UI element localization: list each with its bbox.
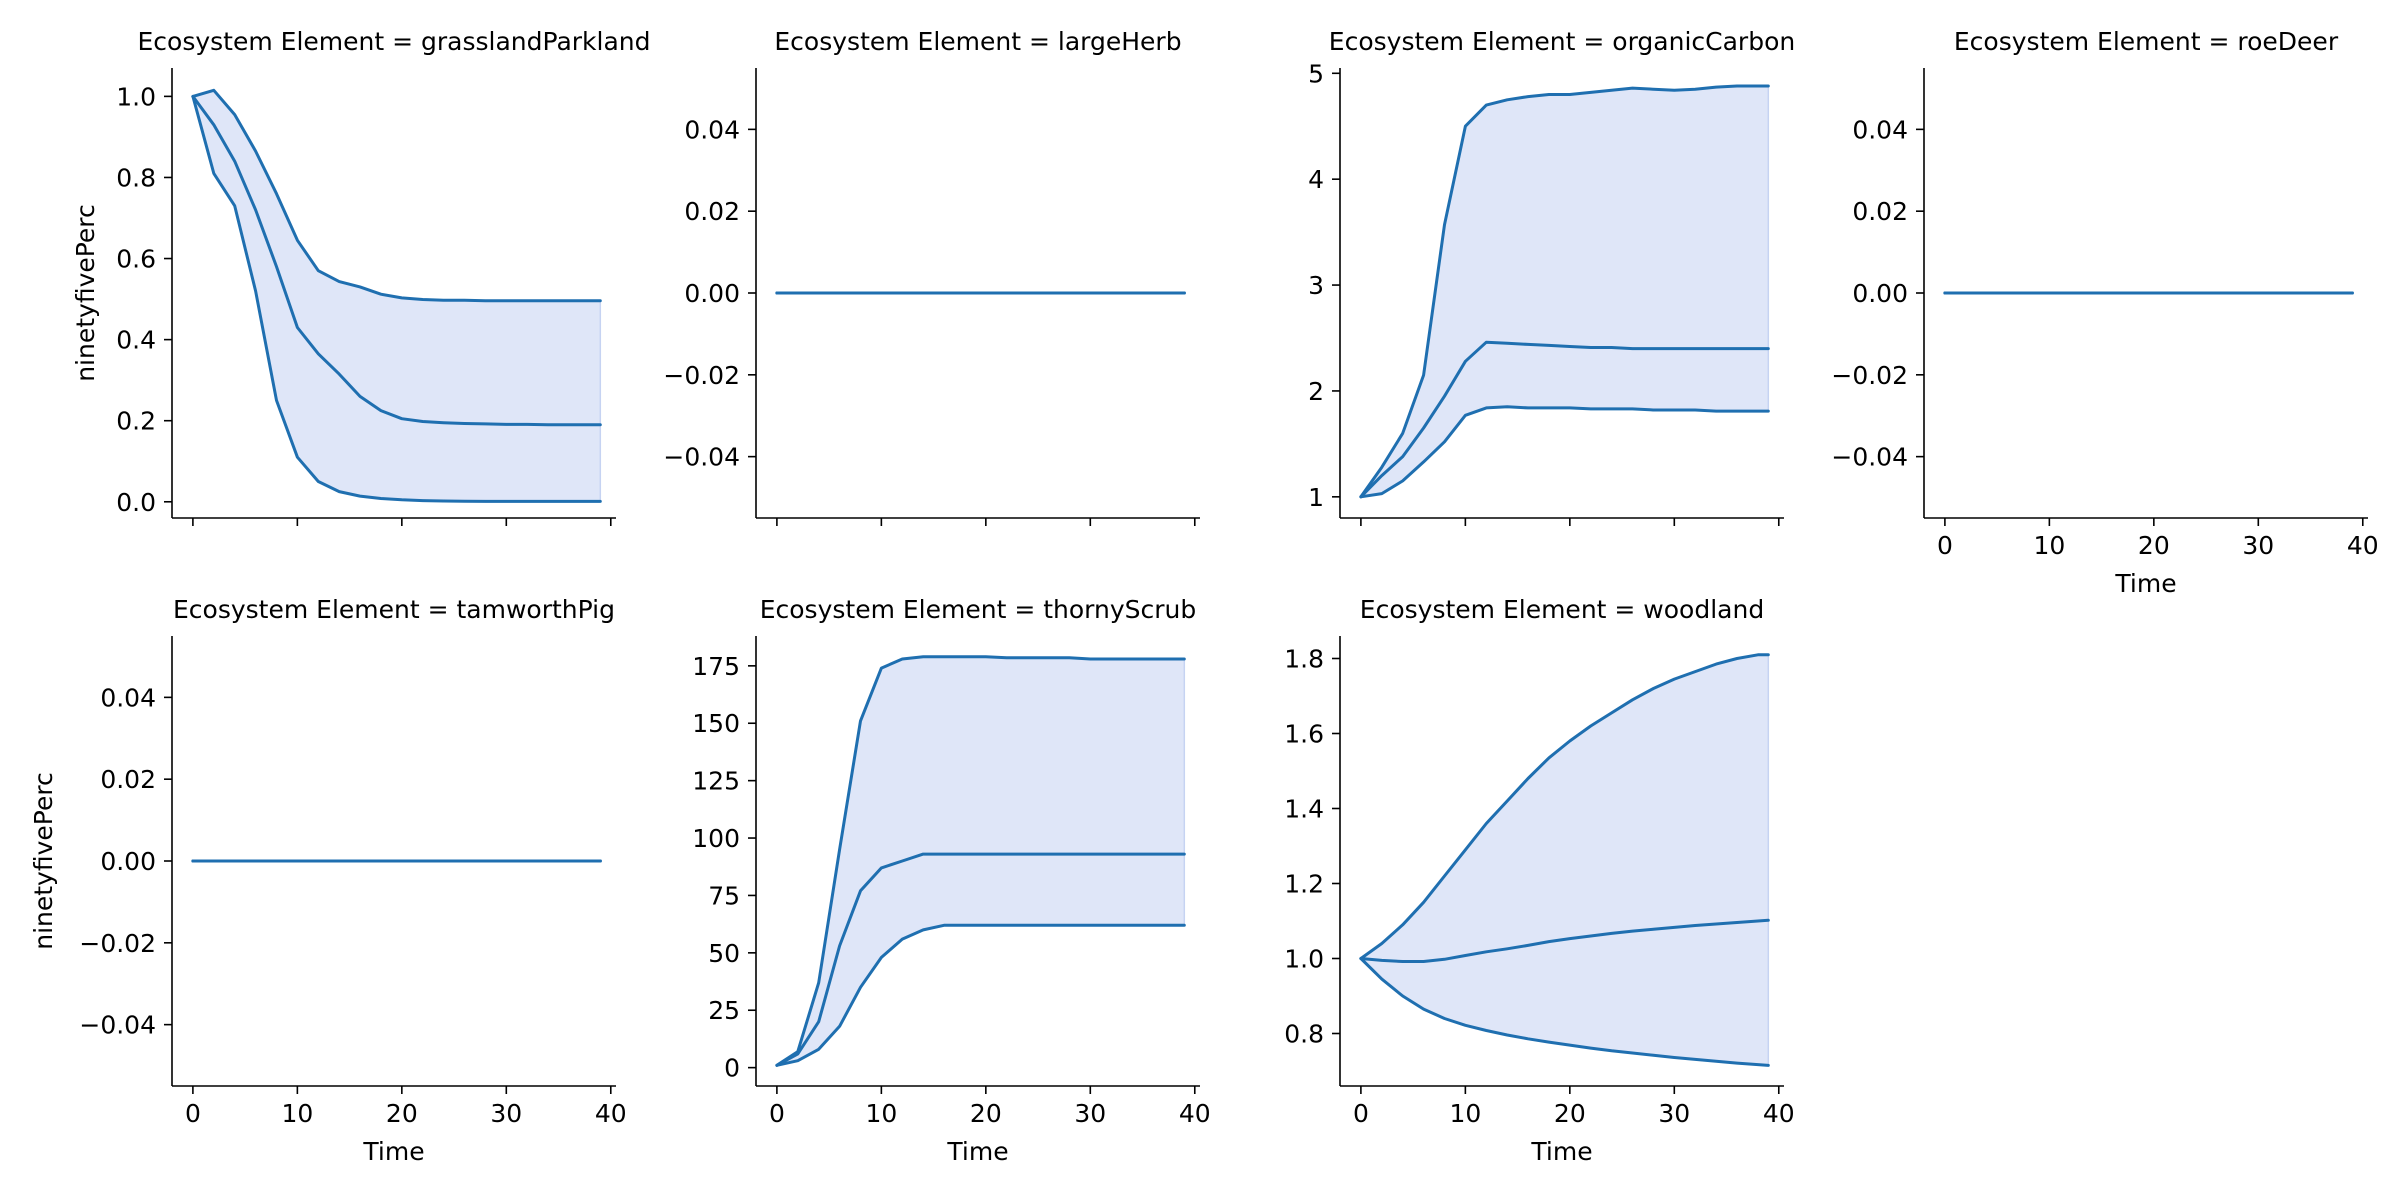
- facet-panel-6: 0 25 50 75 100 125 150 175 0 10 20 30 40 Ecosystem El…: [692, 595, 1210, 1166]
- y-tick-label: −0.02: [663, 361, 740, 390]
- lower-line: [1359, 405, 1770, 499]
- facet-panels: 0.0 0.2 0.4 0.6 0.8 1.0 Ecosystem Element = gr…: [29, 27, 2379, 1166]
- x-tick-label: 20: [2138, 531, 2170, 560]
- y-tick-label: −0.02: [79, 929, 156, 958]
- x-tick-label: 10: [865, 1099, 897, 1128]
- y-tick-label: 0.02: [1852, 197, 1908, 226]
- y-tick-label: 0.8: [1284, 1020, 1324, 1049]
- x-tick-label: 20: [970, 1099, 1002, 1128]
- median-line: [1359, 918, 1770, 963]
- y-tick-label: 0.02: [100, 765, 156, 794]
- y-axis-label: ninetyfivePerc: [29, 772, 58, 950]
- x-axis-label: Time: [1530, 1137, 1592, 1166]
- upper-line: [775, 655, 1186, 1067]
- y-tick-label: 0.04: [684, 115, 740, 144]
- facet-panel-1: 0.0 0.2 0.4 0.6 0.8 1.0 Ecosystem Element = gr…: [71, 27, 651, 526]
- y-tick-label: 5: [1308, 59, 1324, 88]
- y-tick-label: 175: [692, 652, 740, 681]
- y-tick-label: −0.04: [663, 443, 740, 472]
- y-tick-label: 0.00: [1852, 279, 1908, 308]
- x-tick-label: 40: [1763, 1099, 1795, 1128]
- x-axis-label: Time: [2114, 569, 2176, 598]
- y-tick-label: −0.02: [1831, 361, 1908, 390]
- y-tick-label: 150: [692, 709, 740, 738]
- confidence-band: [1359, 85, 1770, 498]
- x-axis-label: Time: [362, 1137, 424, 1166]
- upper-line: [191, 88, 602, 303]
- y-tick-label: 1.2: [1284, 870, 1324, 899]
- y-tick-label: 0.8: [116, 163, 156, 192]
- lower-line: [775, 923, 1186, 1067]
- facet-panel-7: 0.8 1.0 1.2 1.4 1.6 1.8 0 10 20 30 40 Ecosystem Ele…: [1284, 595, 1794, 1166]
- y-tick-label: 75: [708, 881, 740, 910]
- median-line: [775, 852, 1186, 1067]
- x-tick-label: 10: [281, 1099, 313, 1128]
- y-tick-label: 0.00: [100, 847, 156, 876]
- y-tick-label: 4: [1308, 165, 1324, 194]
- facet-panel-5: −0.04 −0.02 0.00 0.02 0.04 0 10 20 30 40 Ecosystem…: [29, 595, 627, 1166]
- y-tick-label: −0.04: [79, 1011, 156, 1040]
- y-axis-label: ninetyfivePerc: [71, 204, 100, 382]
- x-tick-label: 40: [595, 1099, 627, 1128]
- x-tick-label: 0: [769, 1099, 785, 1128]
- lower-line: [191, 94, 602, 503]
- x-tick-label: 10: [2033, 531, 2065, 560]
- y-tick-label: 0.04: [1852, 115, 1908, 144]
- x-tick-label: 0: [1937, 531, 1953, 560]
- facet-panel-2: −0.04 −0.02 0.00 0.02 0.04 Ecosystem Element …: [663, 27, 1200, 526]
- x-tick-label: 40: [2347, 531, 2379, 560]
- facet-panel-4: −0.04 −0.02 0.00 0.02 0.04 0 10 20 30 40 Ecosystem…: [1831, 27, 2378, 598]
- confidence-band: [1359, 654, 1770, 1067]
- x-tick-label: 40: [1179, 1099, 1211, 1128]
- y-tick-label: 1.0: [116, 82, 156, 111]
- x-tick-label: 10: [1449, 1099, 1481, 1128]
- upper-line: [1359, 653, 1770, 960]
- y-tick-label: 1.0: [1284, 945, 1324, 974]
- y-tick-label: 1.4: [1284, 795, 1324, 824]
- x-tick-label: 0: [1353, 1099, 1369, 1128]
- y-tick-label: 0.0: [116, 488, 156, 517]
- y-tick-label: −0.04: [1831, 443, 1908, 472]
- panel-title: Ecosystem Element = thornyScrub: [760, 595, 1197, 624]
- x-axis-label: Time: [946, 1137, 1008, 1166]
- x-tick-label: 30: [490, 1099, 522, 1128]
- y-tick-label: 1: [1308, 483, 1324, 512]
- median-line: [191, 94, 602, 427]
- x-tick-label: 20: [386, 1099, 418, 1128]
- x-tick-label: 30: [2242, 531, 2274, 560]
- y-tick-label: 0.00: [684, 279, 740, 308]
- upper-line: [1359, 84, 1770, 499]
- x-tick-label: 0: [185, 1099, 201, 1128]
- y-tick-label: 125: [692, 767, 740, 796]
- y-tick-label: 25: [708, 996, 740, 1025]
- x-tick-label: 30: [1658, 1099, 1690, 1128]
- y-tick-label: 1.8: [1284, 645, 1324, 674]
- panel-title: Ecosystem Element = tamworthPig: [173, 595, 615, 624]
- y-tick-label: 0.02: [684, 197, 740, 226]
- panel-title: Ecosystem Element = largeHerb: [774, 27, 1181, 56]
- y-tick-label: 0.6: [116, 245, 156, 274]
- median-line: [1359, 340, 1770, 499]
- lower-line: [1359, 957, 1770, 1067]
- y-tick-label: 50: [708, 939, 740, 968]
- panel-title: Ecosystem Element = woodland: [1360, 595, 1764, 624]
- panel-title: Ecosystem Element = grasslandParkland: [137, 27, 650, 56]
- y-tick-label: 2: [1308, 377, 1324, 406]
- y-tick-label: 1.6: [1284, 720, 1324, 749]
- y-tick-label: 100: [692, 824, 740, 853]
- x-tick-label: 30: [1074, 1099, 1106, 1128]
- x-tick-label: 20: [1554, 1099, 1586, 1128]
- y-tick-label: 0: [724, 1054, 740, 1083]
- panel-title: Ecosystem Element = roeDeer: [1954, 27, 2339, 56]
- panel-title: Ecosystem Element = organicCarbon: [1329, 27, 1795, 56]
- y-tick-label: 0.2: [116, 407, 156, 436]
- y-tick-label: 3: [1308, 271, 1324, 300]
- y-tick-label: 0.4: [116, 326, 156, 355]
- y-tick-label: 0.04: [100, 683, 156, 712]
